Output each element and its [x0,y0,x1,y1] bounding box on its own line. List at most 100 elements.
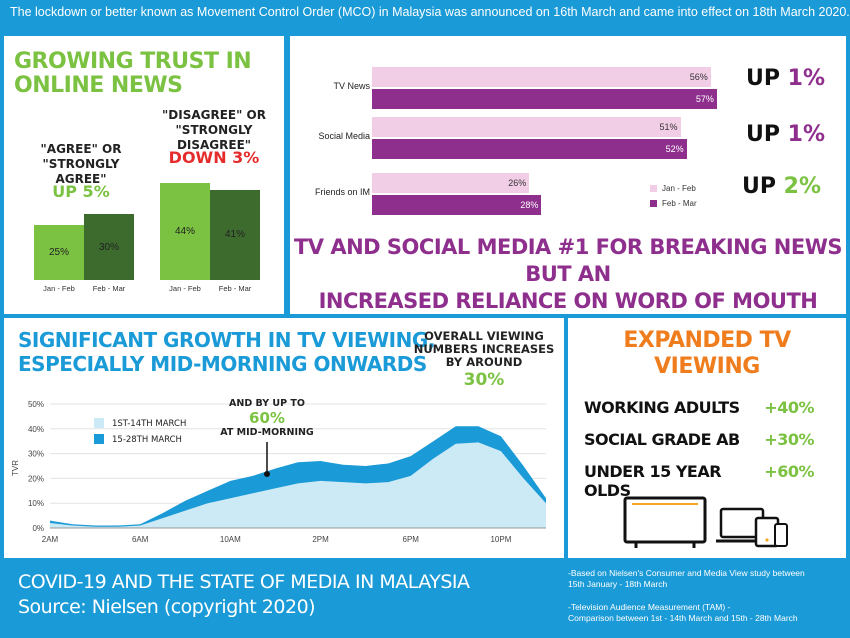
x-tick-label: 10AM [220,535,241,544]
news-bar-chart: TV News 56% 57% Social Media 51% 52% Friends o… [290,36,846,226]
news-change-pct: 1% [787,66,826,91]
agree-label-line2: "STRONGLY AGREE" [42,157,120,186]
news-bar: 52% [372,139,687,159]
trust-bar-category: Feb - Mar [92,284,126,293]
trust-bar: 44% [160,183,210,280]
news-legend-item: Feb - Mar [650,199,697,208]
growth-title-line1: SIGNIFICANT GROWTH IN TV VIEWING, [18,328,435,352]
morning-value: 60% [249,409,285,427]
legend-label: Jan - Feb [662,184,696,193]
tv-devices-illustration [623,496,788,548]
trust-title-line2: ONLINE NEWS [14,73,183,98]
phone-icon [774,523,788,547]
expanded-title-line2: VIEWING [654,354,760,379]
news-change-up: UP [746,122,788,147]
tv-growth-panel: SIGNIFICANT GROWTH IN TV VIEWING, ESPECI… [4,318,564,558]
trust-bar: 41% [210,189,260,280]
trust-panel: GROWING TRUST IN ONLINE NEWS "AGREE" OR … [4,36,284,314]
legend-swatch [650,200,657,207]
trust-bar: 30% [84,214,134,280]
area-legend-swatch [94,434,104,444]
x-tick-label: 2AM [42,535,59,544]
news-bar: 51% [372,117,681,137]
news-bar: 26% [372,173,530,193]
expanded-viewing-panel: EXPANDED TV VIEWING WORKING ADULTS +40% … [568,318,846,558]
news-category: Friends on IM [314,187,370,197]
breaking-news-panel: TV News 56% 57% Social Media 51% 52% Friends o… [290,36,846,314]
news-change-up: UP [742,174,784,199]
x-tick-label: 2PM [312,535,329,544]
morning-line2: AT MID-MORNING [220,427,314,438]
stat-label: WORKING ADULTS [584,398,740,417]
expanded-title: EXPANDED TV VIEWING [568,328,846,380]
morning-annotation: AND BY UP TO 60% AT MID-MORNING [202,398,332,438]
news-change-pct: 1% [787,122,826,147]
legend-label: Feb - Mar [662,199,697,208]
x-tick-label: 6PM [403,535,420,544]
y-tick-label: 50% [28,400,44,409]
overall-annotation: OVERALL VIEWING NUMBERS INCREASES BY ARO… [394,330,564,391]
news-bar: 28% [372,195,542,215]
disagree-label: "DISAGREE" OR "STRONGLY DISAGREE" [144,108,284,153]
footer-note2-line1: -Television Audience Measurement (TAM) - [568,602,731,612]
footer-note2-line2: Comparison between 1st - 14th March and … [568,613,798,623]
area-legend-label: 15-28TH MARCH [112,435,182,445]
news-bar: 57% [372,89,717,109]
news-change: UP 1% [746,122,825,147]
stat-label: SOCIAL GRADE AB [584,430,740,449]
news-category: TV News [333,81,370,91]
trust-bar-chart: 25% Jan - Feb 30% Feb - Mar 44% Jan - Feb 41% F… [4,36,284,314]
area-series-1st-14th [50,442,546,528]
stat-value: +30% [764,430,814,449]
x-tick-label: 6AM [132,535,149,544]
disagree-label-line1: "DISAGREE" OR [162,108,266,122]
breaking-headline: TV AND SOCIAL MEDIA #1 FOR BREAKING NEWS… [290,234,846,314]
tv-viewing-area-chart: 50% 40% 30% 20% 10% 0% TVR 2AM 6AM 10AM 2PM 6PM 10PM… [11,400,546,544]
overall-line2: NUMBERS INCREASES [413,342,555,356]
trust-title-line1: GROWING TRUST IN [14,49,252,74]
annotation-pointer-dot [264,471,270,477]
trust-bar-category: Feb - Mar [218,284,252,293]
overall-value: 30% [463,370,505,390]
footer-note1-line1: -Based on Nielsen's Consumer and Media V… [568,568,805,578]
stat-value: +40% [764,398,814,417]
agree-label-line1: "AGREE" OR [40,142,122,156]
disagree-label-line2: "STRONGLY DISAGREE" [175,123,253,152]
trust-bar-category: Jan - Feb [169,284,201,293]
y-tick-label: 0% [32,524,44,533]
news-change-pct: 2% [783,174,822,199]
y-tick-label: 30% [28,450,44,459]
legend-swatch [650,185,657,192]
footer-source: Source: Nielsen (copyright 2020) [18,596,316,618]
news-change: UP 1% [746,66,825,91]
morning-line1: AND BY UP TO [229,398,305,409]
disagree-change: DOWN 3% [168,148,260,167]
y-tick-label: 10% [28,499,44,508]
y-tick-label: 20% [28,474,44,483]
footer-title-line1: COVID-19 AND THE STATE OF MEDIA IN MALAY… [18,571,470,593]
growth-title-line2: ESPECIALLY MID-MORNING ONWARDS [18,352,427,376]
footer-title: COVID-19 AND THE STATE OF MEDIA IN MALAY… [18,570,470,620]
news-changes: UP 1% UP 1% UP 2% [290,36,846,226]
agree-label: "AGREE" OR "STRONGLY AGREE" [16,142,146,187]
news-change: UP 2% [742,174,821,199]
breaking-headline-line1: TV AND SOCIAL MEDIA #1 FOR BREAKING NEWS… [293,235,843,286]
area-legend-swatch [94,418,104,428]
banner: The lockdown or better known as Movement… [0,0,850,28]
news-change-up: UP [746,66,788,91]
y-axis-label: TVR [11,460,20,476]
x-tick-label: 10PM [490,535,511,544]
footer-notes: -Based on Nielsen's Consumer and Media V… [568,568,846,624]
stat-label: UNDER 15 YEAR OLDS [584,462,722,500]
area-legend-label: 1ST-14TH MARCH [112,419,186,429]
trust-bar-category: Jan - Feb [43,284,75,293]
growth-title: SIGNIFICANT GROWTH IN TV VIEWING, ESPECI… [18,328,435,376]
news-legend: Jan - Feb Feb - Mar [290,36,846,226]
overall-line3: BY AROUND [445,355,523,369]
breaking-headline-line2: INCREASED RELIANCE ON WORD OF MOUTH [318,289,818,313]
agree-change: UP 5% [52,182,110,201]
news-bar: 56% [372,67,711,87]
stat-row-under-15: UNDER 15 YEAR OLDS +60% [584,462,814,500]
tv-icon [623,496,707,548]
footer-note1-line2: 15th January - 18th March [568,579,668,589]
